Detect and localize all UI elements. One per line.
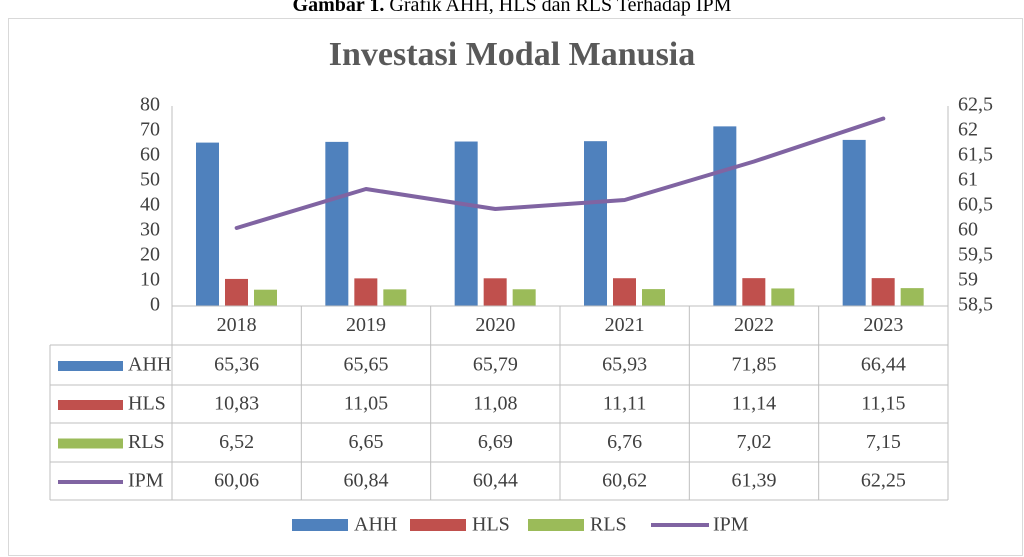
bar [225,278,248,306]
table-cell: 6,65 [349,431,384,453]
bar [613,278,636,306]
y2-tick-label: 59,5 [958,244,993,266]
caption-label: Gambar 1. [293,0,385,16]
table-cell: 60,44 [473,470,518,492]
y-tick-label: 60 [140,144,160,166]
bar [196,142,219,306]
caption-text: Grafik AHH, HLS dan RLS Terhadap IPM [389,0,731,16]
legend-key [292,519,348,531]
x-tick-label: 2022 [734,314,774,336]
bar [254,289,277,306]
legend-label: RLS [590,514,627,536]
table-cell: 6,76 [607,431,642,453]
table-cell: 60,62 [602,470,647,492]
y2-tick-label: 58,5 [958,294,993,316]
table-cell: 11,14 [732,393,776,415]
bar [325,141,349,306]
table-row-label: RLS [128,431,165,453]
legend-key [58,438,123,449]
line [234,116,886,230]
table-cell: 62,25 [861,470,906,492]
table-cell: 11,08 [473,393,517,415]
x-tick-label: 2018 [217,314,257,336]
legend-label: IPM [713,514,749,536]
table-cell: 11,15 [861,393,905,415]
y2-tick-label: 61,5 [958,144,993,166]
table-row-label: IPM [128,470,164,492]
y-tick-label: 50 [140,169,160,191]
y-tick-label: 10 [140,269,160,291]
bar [512,289,536,306]
y-tick-label: 20 [140,244,160,266]
legend-key [528,519,584,531]
table-cell: 61,39 [732,470,777,492]
y2-tick-label: 61 [958,169,978,191]
bar [454,141,478,306]
x-tick-label: 2023 [863,314,903,336]
bar [584,141,607,306]
bar [483,278,507,306]
bar [871,278,895,306]
table-cell: 65,36 [214,354,259,376]
legend-key [58,361,123,371]
x-tick-label: 2020 [475,314,515,336]
bar [900,288,924,306]
x-tick-label: 2019 [346,314,386,336]
caption: Gambar 1. Grafik AHH, HLS dan RLS Terhada… [293,0,732,16]
chart-title: Investasi Modal Manusia [329,36,696,73]
y-tick-label: 30 [140,219,160,241]
y2-tick-label: 59 [958,269,978,291]
table-cell: 6,69 [478,431,513,453]
y2-tick-label: 62,5 [958,94,993,116]
y-tick-label: 40 [140,194,160,216]
legend-label: AHH [354,514,397,536]
table-cell: 60,06 [214,470,259,492]
table-cell: 66,44 [861,354,906,376]
table-cell: 7,15 [866,431,901,453]
y-tick-label: 0 [150,294,160,316]
legend-key [58,400,123,410]
table-row-label: AHH [128,354,171,376]
table-cell: 7,02 [737,431,772,453]
bar [742,278,766,306]
y2-tick-label: 60,5 [958,194,993,216]
y-tick-label: 80 [140,94,160,116]
table-cell: 11,11 [603,393,647,415]
bar [713,126,737,306]
table-cell: 60,84 [344,470,389,492]
table-cell: 71,85 [732,354,777,376]
bar [771,288,795,306]
legend-key [410,519,466,531]
table-cell: 65,65 [344,354,389,376]
table-row-label: HLS [128,393,166,415]
table-cell: 65,79 [473,354,518,376]
table-cell: 10,83 [214,393,259,415]
y-tick-label: 70 [140,119,160,141]
bar [383,289,407,306]
legend-label: HLS [472,514,510,536]
bar [354,278,378,306]
y2-tick-label: 60 [958,219,978,241]
y2-tick-label: 62 [958,119,978,141]
bar [642,289,665,306]
table-cell: 6,52 [219,431,254,453]
bar [842,139,866,306]
x-tick-label: 2021 [605,314,645,336]
table-cell: 11,05 [344,393,388,415]
table-cell: 65,93 [602,354,647,376]
